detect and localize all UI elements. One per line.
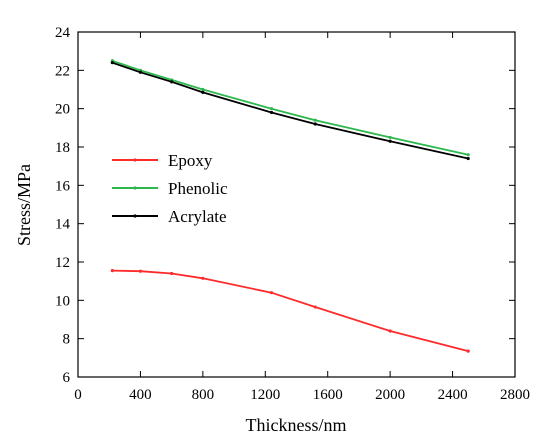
axis-ticks: 0 400 800 1200 1600 2000 2400 2800 6 8 10 12 14 16 18 2… [55,25,530,403]
legend-label-acrylate: Acrylate [168,207,227,226]
legend: Epoxy Phenolic Acrylate [112,151,228,226]
legend-marker [133,214,137,218]
x-tick-label: 400 [129,387,152,403]
data-point-phenolic [269,107,274,111]
y-tick-label: 24 [55,25,71,41]
x-tick-label: 0 [74,387,82,403]
y-tick-label: 8 [63,332,71,348]
series-line-epoxy [112,269,469,352]
data-point-epoxy [201,276,205,280]
data-point-acrylate [110,61,114,65]
y-tick-label: 10 [55,293,70,309]
data-point-acrylate [313,122,317,126]
data-point-acrylate [170,80,174,84]
data-point-epoxy [388,329,392,333]
y-tick-label: 12 [55,255,70,271]
series-line-phenolic [112,59,469,156]
plot-frame [77,31,516,378]
y-tick-label: 20 [55,102,70,118]
data-point-acrylate [466,156,470,161]
y-tick-label: 18 [55,140,70,156]
y-tick-label: 22 [55,63,70,79]
data-point-epoxy [466,349,470,353]
data-point-epoxy [170,271,174,276]
x-tick-label: 800 [192,387,215,403]
data-point-acrylate [269,110,274,115]
legend-marker [133,158,137,162]
data-point-phenolic [313,118,317,122]
x-tick-label: 1600 [313,387,343,403]
legend-label-epoxy: Epoxy [168,151,213,170]
x-axis-title: Thickness/nm [246,415,347,435]
data-point-phenolic [388,135,392,140]
data-point-acrylate [138,70,143,74]
data-point-epoxy [138,269,143,273]
legend-marker [133,186,137,190]
x-tick-label: 2000 [375,387,405,403]
y-tick-label: 6 [63,370,71,386]
data-point-epoxy [269,291,274,295]
data-point-phenolic [201,87,205,92]
y-tick-label: 16 [55,178,71,194]
x-tick-label: 2800 [500,387,530,403]
y-tick-label: 14 [55,217,71,233]
series-layer [110,59,470,353]
x-tick-label: 1200 [250,387,280,403]
data-point-acrylate [201,90,205,94]
data-point-phenolic [466,153,470,157]
y-axis-title: Stress/MPa [14,164,34,246]
legend-label-phenolic: Phenolic [168,179,228,198]
series-line-acrylate [112,61,469,160]
data-point-epoxy [313,305,317,309]
data-point-epoxy [110,269,114,273]
x-tick-label: 2400 [438,387,468,403]
data-point-acrylate [388,139,392,143]
